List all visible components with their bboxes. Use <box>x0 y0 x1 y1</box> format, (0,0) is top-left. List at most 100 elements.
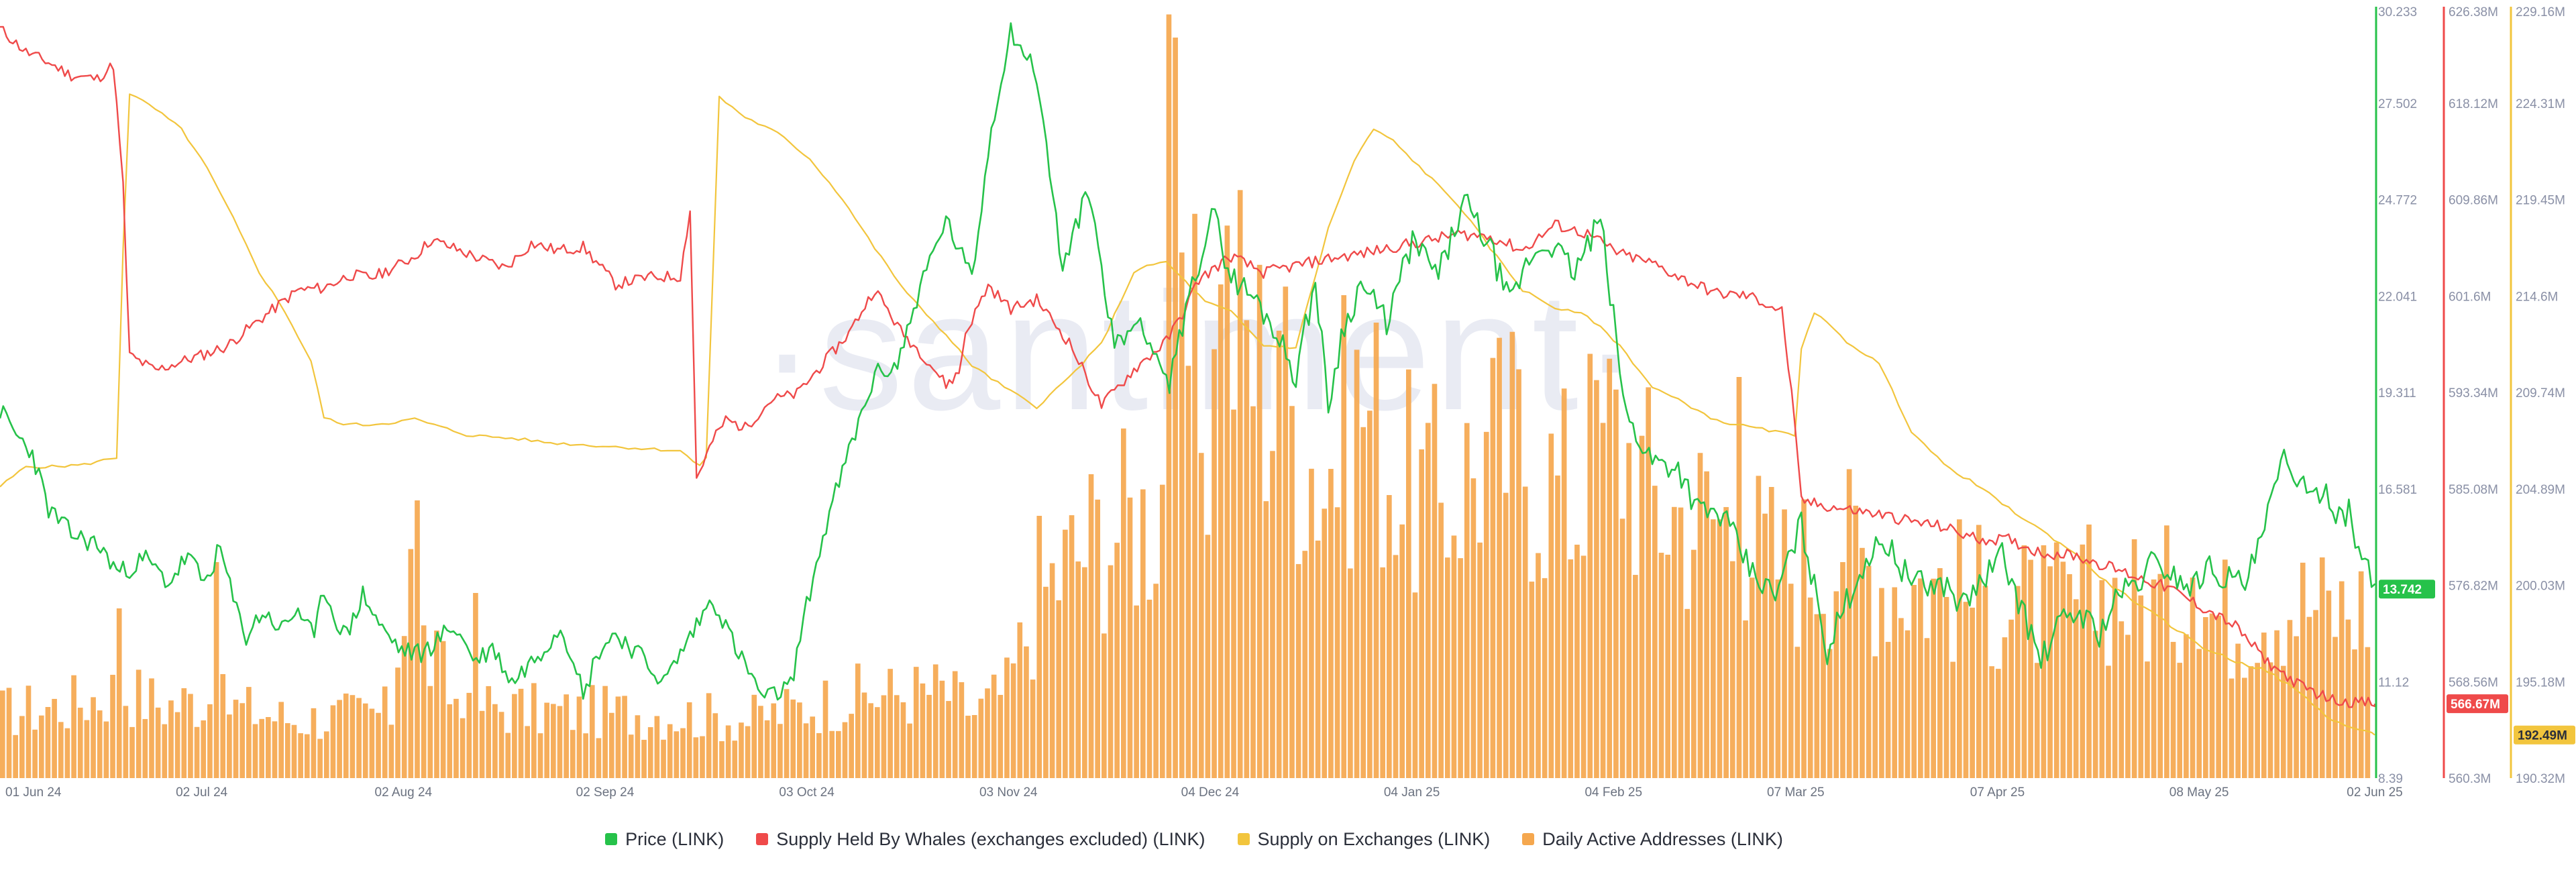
active-addresses-bar <box>1580 555 1587 778</box>
active-addresses-bar <box>1276 331 1282 778</box>
active-addresses-bar <box>874 707 880 778</box>
active-addresses-bar <box>797 702 802 778</box>
active-addresses-bar <box>1036 516 1042 778</box>
active-addresses-bar <box>421 625 427 778</box>
active-addresses-bar <box>2261 633 2267 778</box>
active-addresses-bar <box>991 674 997 778</box>
x-tick-label: 04 Jan 25 <box>1384 785 1440 800</box>
active-addresses-bar <box>1393 555 1399 778</box>
active-addresses-bar <box>337 700 342 778</box>
active-addresses-bar <box>1924 638 1930 778</box>
active-addresses-bar <box>1477 542 1483 778</box>
active-addresses-bar <box>408 549 414 778</box>
active-addresses-bar <box>907 723 912 778</box>
x-tick-label: 07 Apr 25 <box>1970 785 2025 800</box>
active-addresses-bar <box>732 741 738 778</box>
active-addresses-bar <box>116 608 122 778</box>
active-addresses-bar <box>162 724 168 778</box>
active-addresses-bar <box>2151 579 2157 778</box>
active-addresses-bar <box>771 703 777 778</box>
active-addresses-bar <box>1360 427 1366 778</box>
active-addresses-bar <box>388 724 394 778</box>
active-addresses-bar <box>1970 607 1975 778</box>
whales-tick-label: 626.38M <box>2449 5 2498 19</box>
active-addresses-bar <box>602 686 608 778</box>
exchanges-tick-label: 224.31M <box>2516 97 2565 111</box>
x-tick-label: 02 Sep 24 <box>576 785 635 800</box>
legend-item[interactable]: Price (LINK) <box>605 829 724 850</box>
legend-item[interactable]: Daily Active Addresses (LINK) <box>1522 829 1783 850</box>
active-addresses-bar <box>576 696 582 778</box>
exchanges-tick-label: 204.89M <box>2516 483 2565 497</box>
active-addresses-bar <box>2092 631 2098 778</box>
active-addresses-bar <box>1432 384 1438 778</box>
active-addresses-bar <box>2352 649 2357 778</box>
active-addresses-bar <box>1458 558 1463 778</box>
active-addresses-bar <box>1879 588 1884 778</box>
active-addresses-bar <box>1898 618 1904 778</box>
legend-item[interactable]: Supply Held By Whales (exchanges exclude… <box>756 829 1205 850</box>
active-addresses-bar <box>849 714 854 778</box>
active-addresses-bar <box>1937 568 1943 778</box>
active-addresses-bar <box>2229 678 2235 778</box>
active-addresses-bar <box>2073 599 2079 778</box>
active-addresses-bar <box>1212 349 1217 778</box>
active-addresses-bar <box>1140 489 1146 778</box>
active-addresses-bar <box>2319 557 2325 778</box>
exchanges-value-badge <box>2514 725 2575 745</box>
active-addresses-bar <box>2067 574 2072 778</box>
active-addresses-bar <box>323 731 329 778</box>
active-addresses-bar <box>1788 584 1794 778</box>
active-addresses-bar <box>998 694 1004 778</box>
active-addresses-bar <box>570 730 576 778</box>
active-addresses-bar <box>557 706 563 778</box>
active-addresses-bar <box>1690 549 1697 778</box>
price-value-badge-text: 13.742 <box>2383 583 2422 597</box>
active-addresses-bar <box>661 739 666 778</box>
active-addresses-bar <box>1697 453 1703 778</box>
active-addresses-bar <box>1334 507 1340 778</box>
active-addresses-bar <box>266 717 271 778</box>
active-addresses-bar <box>188 694 193 778</box>
active-addresses-bar <box>1315 540 1321 778</box>
active-addresses-bar <box>861 692 867 778</box>
active-addresses-bar <box>1056 600 1062 778</box>
active-addresses-bar <box>2306 616 2312 778</box>
active-addresses-bar <box>836 730 841 778</box>
active-addresses-bar <box>356 698 362 778</box>
active-addresses-bar <box>1561 388 1567 778</box>
x-tick-label: 03 Nov 24 <box>979 785 1038 800</box>
active-addresses-bar <box>583 733 588 778</box>
active-addresses-bar <box>810 716 816 778</box>
active-addresses-bar <box>1600 423 1606 778</box>
active-addresses-bar <box>1684 608 1690 778</box>
active-addresses-bar <box>1082 567 1087 778</box>
active-addresses-bar <box>1717 519 1723 778</box>
exchanges-value-badge-text: 192.49M <box>2518 729 2567 743</box>
active-addresses-bar <box>1017 622 1023 778</box>
active-addresses-bar <box>1302 551 1308 778</box>
active-addresses-bar <box>537 733 543 778</box>
active-addresses-bar <box>486 686 492 778</box>
active-addresses-bar <box>1542 578 1548 778</box>
exchanges-tick-label: 209.74M <box>2516 386 2565 400</box>
active-addresses-bar <box>1464 423 1470 778</box>
active-addresses-bar <box>1768 487 1774 778</box>
active-addresses-bar <box>136 669 142 778</box>
price-tick-label: 30.233 <box>2378 5 2417 19</box>
active-addresses-bar <box>2294 636 2299 778</box>
active-addresses-bar <box>1956 519 1962 778</box>
active-addresses-bar <box>1866 565 1872 778</box>
active-addresses-bar <box>2008 619 2014 778</box>
active-addresses-bar <box>91 697 96 778</box>
active-addresses-bar <box>1931 578 1937 778</box>
active-addresses-bar <box>2280 665 2286 778</box>
active-addresses-bar <box>1004 657 1010 778</box>
active-addresses-bar <box>1633 575 1638 778</box>
price-tick-label: 8.39 <box>2378 772 2403 786</box>
active-addresses-bar <box>816 732 822 778</box>
active-addresses-bar <box>2028 559 2033 778</box>
active-addresses-bar <box>2326 590 2332 778</box>
active-addresses-bar <box>1134 605 1139 778</box>
legend-item[interactable]: Supply on Exchanges (LINK) <box>1237 829 1490 850</box>
